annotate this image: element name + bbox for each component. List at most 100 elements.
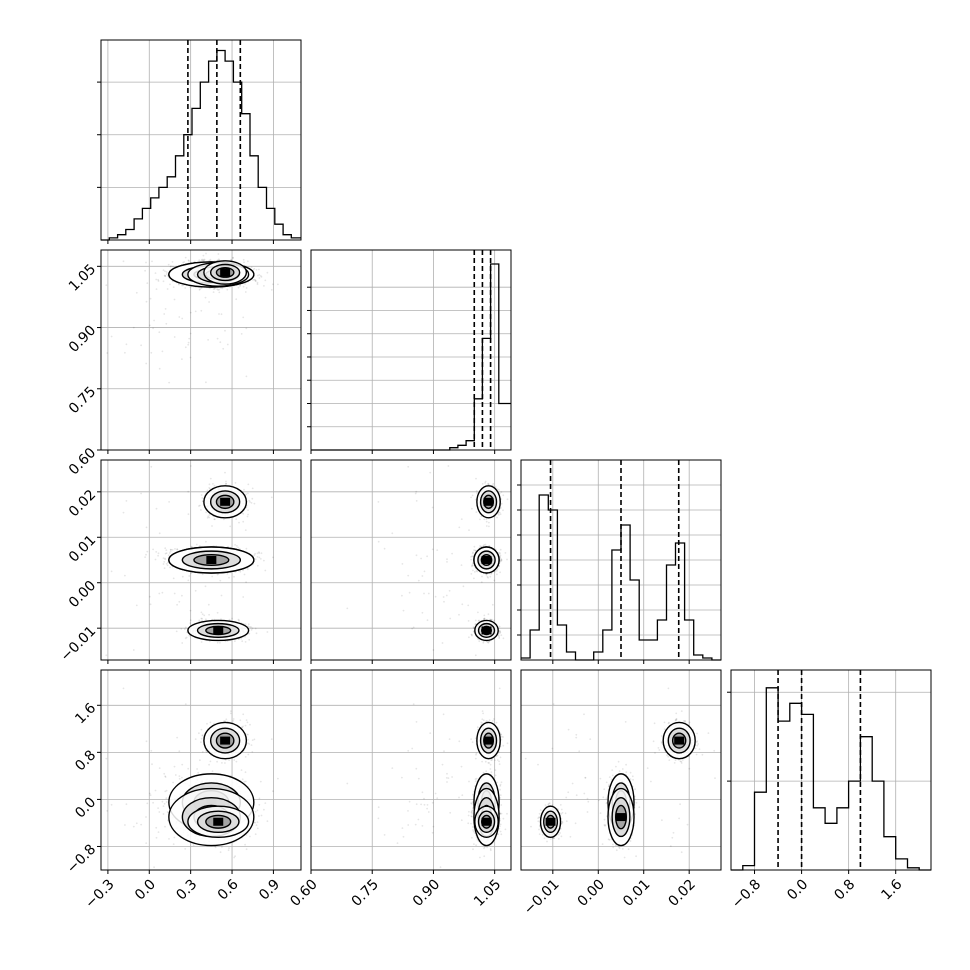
sample-point: [258, 277, 261, 279]
sample-point: [145, 553, 147, 556]
sample-point: [202, 254, 205, 257]
sample-point: [174, 548, 176, 550]
sample-point: [187, 259, 190, 262]
sample-point: [184, 628, 186, 631]
sample-point: [251, 497, 254, 500]
sample-point: [189, 332, 192, 335]
sample-point: [258, 552, 261, 554]
sample-point: [485, 573, 488, 576]
sample-point: [255, 632, 258, 635]
sample-point: [499, 548, 502, 551]
sample-point: [264, 569, 267, 572]
sample-point: [155, 507, 158, 510]
sample-point: [256, 564, 259, 567]
sample-point: [166, 564, 169, 567]
sample-point: [473, 545, 476, 548]
sample-point: [256, 556, 259, 558]
sample-point: [221, 287, 224, 290]
sample-point: [216, 288, 219, 290]
sample-point: [499, 554, 502, 557]
sample-point: [162, 269, 165, 272]
sample-point: [213, 518, 216, 521]
sample-point: [161, 591, 164, 594]
sample-point: [157, 554, 160, 557]
sample-point: [247, 625, 250, 628]
sample-point: [167, 554, 170, 557]
sample-point: [173, 298, 176, 301]
sample-point: [250, 626, 253, 628]
sample-point: [175, 630, 178, 633]
sample-point: [169, 550, 172, 553]
sample-point: [214, 518, 216, 521]
sample-point: [140, 344, 143, 347]
sample-point: [254, 552, 256, 555]
sample-point: [164, 557, 166, 560]
sample-point: [208, 516, 211, 519]
sample-point: [132, 649, 135, 651]
sample-point: [243, 261, 245, 264]
sample-point: [228, 618, 231, 621]
sample-point: [184, 626, 187, 629]
sample-point: [190, 546, 193, 549]
sample-point: [164, 558, 167, 561]
sample-point: [222, 347, 225, 350]
sample-point: [242, 596, 245, 598]
sample-point: [169, 566, 171, 569]
sample-point: [172, 265, 174, 268]
sample-point: [171, 549, 174, 551]
sample-point: [125, 343, 128, 346]
sample-point: [165, 271, 168, 273]
sample-point: [245, 375, 248, 378]
sample-point: [132, 326, 135, 329]
sample-point: [151, 260, 153, 263]
sample-point: [256, 552, 259, 555]
sample-point: [472, 569, 474, 572]
sample-point: [244, 529, 247, 531]
sample-point: [188, 261, 191, 264]
sample-point: [249, 501, 251, 503]
sample-point: [172, 286, 175, 288]
sample-point: [171, 261, 174, 263]
sample-point: [162, 280, 165, 283]
sample-point: [173, 592, 176, 595]
sample-point: [234, 640, 236, 643]
sample-point: [187, 579, 190, 582]
sample-point: [199, 288, 202, 290]
sample-point: [471, 565, 473, 568]
sample-point: [263, 559, 265, 562]
sample-point: [250, 502, 253, 504]
sample-point: [244, 641, 247, 643]
sample-point: [272, 556, 274, 559]
sample-point: [244, 291, 247, 293]
sample-point: [199, 504, 201, 507]
sample-point: [184, 637, 187, 640]
sample-point: [216, 641, 219, 644]
sample-point: [189, 311, 192, 314]
sample-point: [243, 488, 245, 491]
sample-point: [253, 267, 256, 270]
sample-point: [258, 556, 261, 559]
sample-point: [188, 668, 190, 670]
sample-point: [235, 298, 238, 301]
sample-point: [205, 252, 207, 255]
sample-point: [122, 511, 125, 514]
sample-point: [176, 603, 179, 606]
sample-point: [201, 497, 204, 499]
sample-point: [245, 493, 248, 496]
sample-point: [476, 570, 479, 573]
sample-point: [181, 575, 184, 578]
sample-point: [161, 350, 164, 353]
sample-point: [240, 637, 243, 640]
sample-point: [200, 259, 203, 262]
sample-point: [496, 573, 498, 576]
sample-point: [164, 275, 167, 278]
sample-point: [270, 496, 273, 499]
sample-point: [227, 545, 229, 548]
sample-point: [146, 282, 149, 284]
sample-point: [203, 260, 206, 262]
sample-point: [211, 525, 213, 527]
sample-point: [200, 309, 203, 312]
sample-point: [164, 275, 167, 277]
sample-point: [471, 555, 473, 558]
sample-point: [251, 487, 254, 490]
